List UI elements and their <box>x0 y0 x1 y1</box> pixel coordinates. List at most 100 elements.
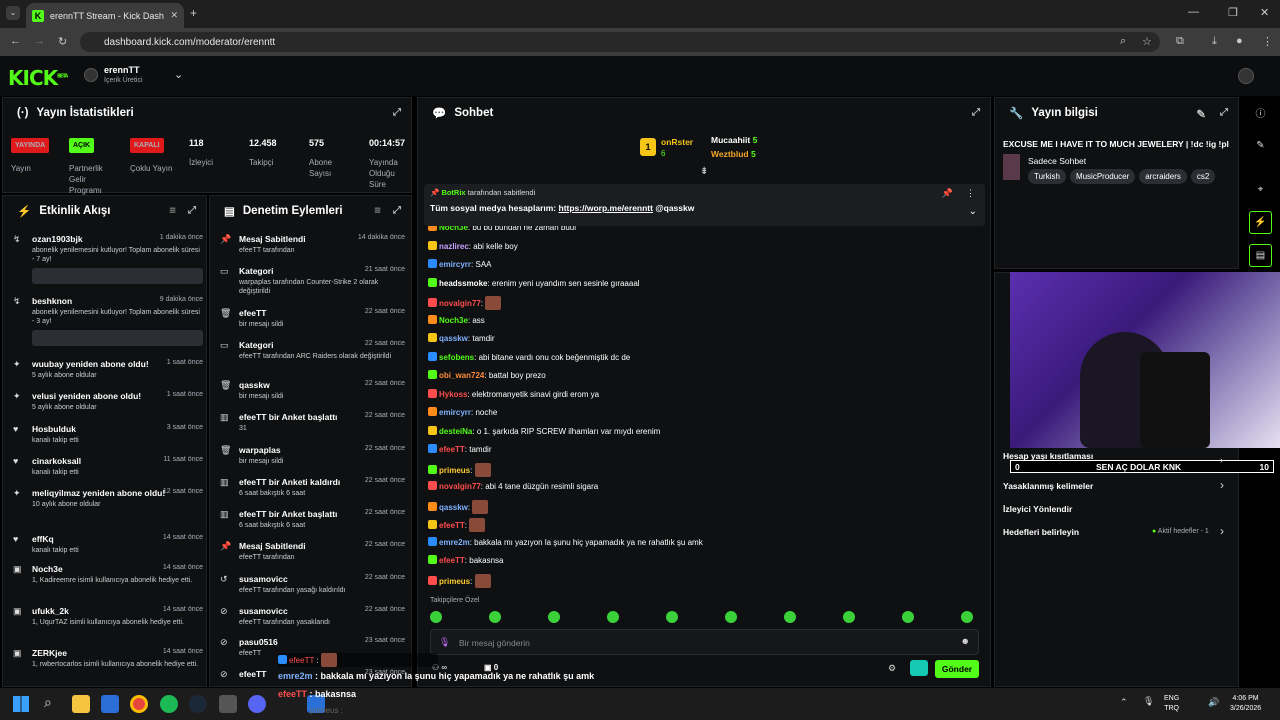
filter-icon[interactable]: ≡ <box>169 205 176 217</box>
chat-username[interactable]: emircyrr <box>439 260 472 269</box>
chat-username[interactable]: nazlirec <box>439 241 469 251</box>
chat-username[interactable]: Noch3e <box>439 223 468 232</box>
category-name: Sadece Sohbet <box>1028 156 1087 166</box>
age-restriction-item[interactable]: Hesap yaşı kısıtlaması <box>1003 451 1094 461</box>
spotify-icon[interactable] <box>160 695 178 713</box>
send-button[interactable]: Gönder <box>935 660 979 678</box>
emote-icon[interactable] <box>548 611 560 623</box>
window-close-icon[interactable]: ✕ <box>1260 7 1270 19</box>
chat-username[interactable]: sefobens <box>439 352 475 362</box>
chat-username[interactable]: obi_wan724 <box>439 371 485 380</box>
address-bar[interactable]: dashboard.kick.com/moderator/erenntt <box>80 32 1160 52</box>
chat-username[interactable]: novalgin77 <box>439 299 481 308</box>
emote-icon[interactable] <box>843 611 855 623</box>
mic-icon[interactable]: 🎙 <box>439 637 451 647</box>
chat-username[interactable]: efeeTT <box>439 445 465 454</box>
search-icon[interactable]: ⌕ <box>44 694 52 710</box>
chevron-right-icon[interactable]: › <box>1220 478 1224 492</box>
kick-logo[interactable]: KICKBETA <box>8 66 68 90</box>
discord-icon[interactable] <box>248 695 266 713</box>
language-indicator[interactable]: ENG TRQ <box>1164 695 1180 712</box>
channel-switch-chevron-icon[interactable]: ⌄ <box>174 69 184 81</box>
chat-username[interactable]: emre2m <box>439 537 470 547</box>
pinned-by: 📌 BotRix tarafından sabitlendi <box>430 188 536 197</box>
reload-icon[interactable]: ↻ <box>58 36 68 48</box>
minimize-icon[interactable]: — <box>1188 6 1199 18</box>
info-circle-icon[interactable]: ⓘ <box>1255 109 1266 120</box>
emote-icon[interactable] <box>666 611 678 623</box>
tab-search-icon[interactable]: ⌄ <box>6 6 20 20</box>
profile-avatar[interactable]: ● <box>1236 35 1243 47</box>
focus-icon[interactable]: ⌖ <box>1257 184 1264 195</box>
chat-username[interactable]: primeus <box>439 465 471 475</box>
chat-username[interactable]: qasskw <box>439 502 468 512</box>
maximize-icon[interactable]: ❐ <box>1228 7 1238 19</box>
edit-icon[interactable]: ✎ <box>1196 109 1206 121</box>
bookmark-star-icon[interactable]: ☆ <box>1142 36 1152 48</box>
chat-users-icon[interactable]: ⚇ ∞ <box>432 663 448 672</box>
file-explorer-icon[interactable] <box>72 695 90 713</box>
pin-icon[interactable]: 📌 <box>941 188 953 198</box>
zoom-icon[interactable]: ⌕ <box>1120 35 1127 47</box>
emote-icon[interactable] <box>961 611 973 623</box>
chat-username[interactable]: qasskw <box>439 334 468 343</box>
popout-icon[interactable]: ⤢ <box>393 107 401 118</box>
emoji-icon[interactable]: ☻ <box>960 636 970 646</box>
app-icon[interactable] <box>307 695 325 713</box>
popout-icon[interactable]: ⤢ <box>1220 107 1228 118</box>
set-goals-item[interactable]: Hedefleri belirleyin <box>1003 527 1080 537</box>
store-icon[interactable] <box>101 695 119 713</box>
clock[interactable]: 4:06 PM 3/26/2026 <box>1230 695 1262 712</box>
chat-username[interactable]: novalgin77 <box>439 482 481 491</box>
chevron-right-icon[interactable]: › <box>1220 524 1224 538</box>
chat-username[interactable]: desteiNa <box>439 426 473 436</box>
chat-username[interactable]: emircyrr <box>439 408 472 417</box>
tab-close-icon[interactable]: ✕ <box>170 10 178 20</box>
emote-icon[interactable] <box>902 611 914 623</box>
back-icon[interactable]: ← <box>10 35 21 47</box>
chat-settings-icon[interactable]: ⚙ <box>888 663 897 673</box>
mic-tray-icon[interactable]: 🎙 <box>1143 696 1155 706</box>
viewer-redirect-item[interactable]: İzleyici Yönlendir <box>1003 504 1073 514</box>
chat-scrollbar[interactable] <box>990 558 991 586</box>
more-icon[interactable]: ⋮ <box>966 188 975 198</box>
popout-icon[interactable]: ⤢ <box>393 205 401 216</box>
chat-username[interactable]: primeus <box>439 576 471 586</box>
chat-input[interactable]: 🎙 Bir mesaj gönderin ☻ <box>430 629 979 655</box>
windows-start-icon[interactable] <box>13 696 29 712</box>
browser-tab[interactable]: K erennTT Stream - Kick Dashboard ✕ <box>26 3 184 28</box>
emote-icon[interactable] <box>430 611 442 623</box>
forward-icon[interactable]: → <box>34 35 45 47</box>
pencil-icon[interactable]: ✎ <box>1256 140 1265 151</box>
lightning-sidebar-icon[interactable]: ⚡ <box>1249 211 1272 234</box>
popout-icon[interactable]: ⤢ <box>188 205 196 216</box>
expand-chevron-icon[interactable]: ⇟ <box>700 166 709 177</box>
chat-username[interactable]: headssmoke <box>439 278 488 288</box>
popout-icon[interactable]: ⤢ <box>972 107 980 118</box>
bot-icon[interactable] <box>910 660 928 676</box>
emote-icon[interactable] <box>784 611 796 623</box>
new-tab-icon[interactable]: + <box>190 6 198 20</box>
chrome-icon[interactable] <box>130 695 148 713</box>
collapse-chevron-icon[interactable]: ⌄ <box>968 206 977 217</box>
chat-username[interactable]: Noch3e <box>439 315 468 325</box>
app-icon[interactable] <box>219 695 237 713</box>
download-icon[interactable]: ⤓ <box>1212 35 1217 47</box>
extensions-icon[interactable]: ⧉ <box>1176 35 1184 47</box>
volume-icon[interactable]: 🔊 <box>1208 697 1220 707</box>
browser-menu-icon[interactable]: ⋮ <box>1262 36 1273 48</box>
document-sidebar-icon[interactable]: ▤ <box>1249 244 1272 267</box>
tray-chevron-icon[interactable]: ⌃ <box>1120 697 1128 707</box>
chat-username[interactable]: efeeTT <box>439 556 465 565</box>
emote-icon[interactable] <box>489 611 501 623</box>
filter-icon[interactable]: ≡ <box>374 205 381 217</box>
banned-words-item[interactable]: Yasaklanmış kelimeler <box>1003 481 1094 491</box>
emote-icon[interactable] <box>725 611 737 623</box>
user-avatar[interactable] <box>1238 68 1254 84</box>
steam-icon[interactable] <box>189 695 207 713</box>
chevron-right-icon[interactable]: › <box>1220 455 1223 465</box>
pinned-link[interactable]: https://worp.me/erenntt <box>558 203 653 213</box>
chat-username[interactable]: efeeTT <box>439 521 465 530</box>
chat-username[interactable]: Hykoss <box>439 389 468 399</box>
emote-icon[interactable] <box>607 611 619 623</box>
